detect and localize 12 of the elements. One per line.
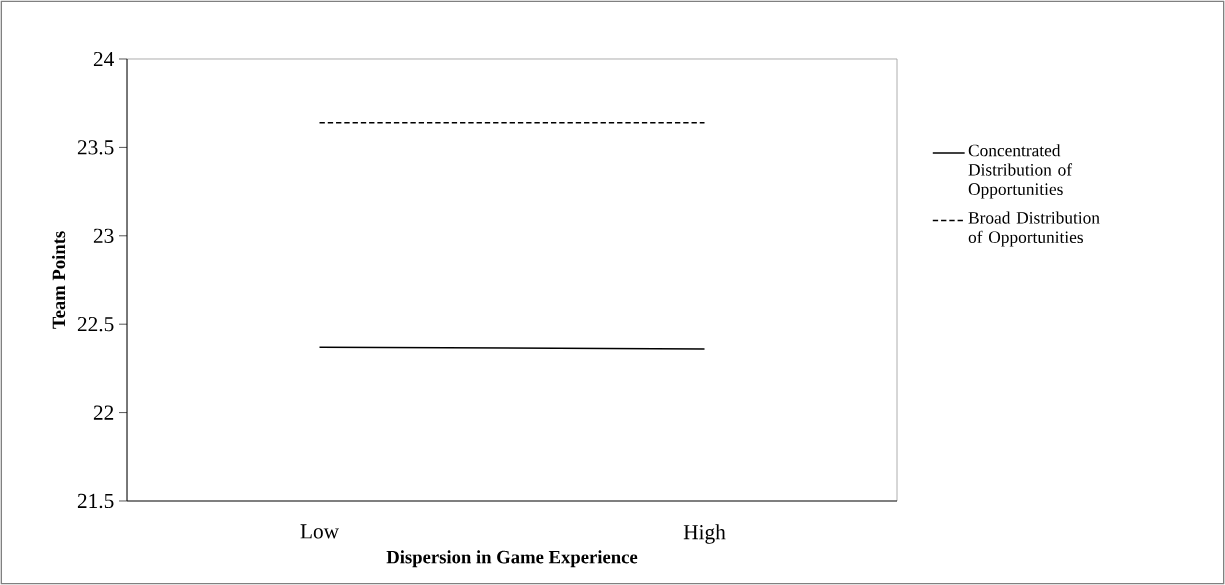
x-tick-label: Low: [300, 524, 339, 539]
legend-label: Concentrated Distribution of Opportunities: [968, 144, 1073, 199]
legend-label: Broad Distribution of Opportunities: [968, 211, 1100, 247]
x-tick-label: High: [683, 524, 726, 544]
y-tick-label: 23.5: [77, 140, 114, 155]
y-tick-label: 22.5: [77, 316, 114, 332]
y-tick-label: 22: [93, 405, 114, 420]
y-tick-label: 24: [93, 51, 114, 67]
x-axis-title: Dispersion in Game Experience: [386, 550, 638, 568]
y-axis-title: Team Points: [52, 231, 66, 329]
y-tick-label: 21.5: [77, 493, 114, 509]
y-tick-label: 23: [93, 228, 114, 243]
